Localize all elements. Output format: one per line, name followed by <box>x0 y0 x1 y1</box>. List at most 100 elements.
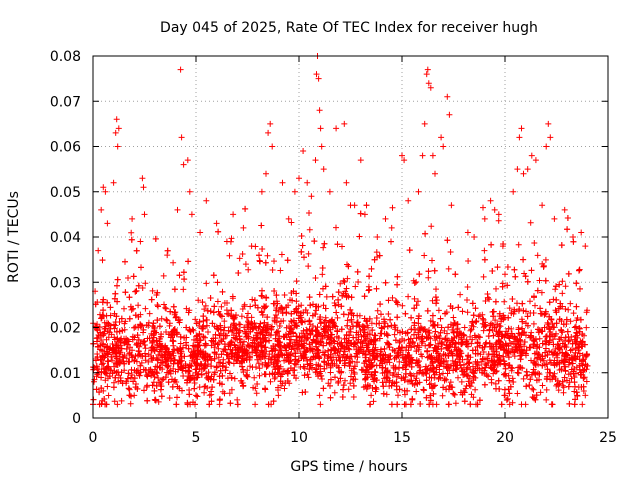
data-point <box>317 320 324 326</box>
data-point <box>208 388 215 395</box>
data-point <box>491 324 498 331</box>
data-point <box>580 368 586 374</box>
data-point <box>425 327 432 334</box>
data-point <box>312 275 319 281</box>
data-point <box>527 376 534 383</box>
data-point <box>350 394 357 400</box>
data-point <box>219 381 225 388</box>
data-point <box>329 360 336 367</box>
data-point <box>115 359 122 366</box>
data-point <box>514 369 521 376</box>
data-point-outlier <box>318 143 325 150</box>
data-point <box>293 278 300 285</box>
data-point <box>500 353 507 360</box>
data-point <box>377 352 384 359</box>
data-point <box>129 347 135 354</box>
data-point <box>286 328 293 335</box>
data-point <box>494 264 501 271</box>
data-point <box>150 320 157 327</box>
data-point <box>256 252 262 259</box>
data-point <box>354 319 361 326</box>
data-point <box>304 361 311 368</box>
data-point <box>574 315 581 321</box>
data-point <box>424 354 431 361</box>
data-point-outlier <box>399 152 405 159</box>
data-point <box>124 375 131 382</box>
data-point <box>212 369 218 376</box>
data-point <box>544 351 551 358</box>
data-point <box>170 259 177 266</box>
data-point <box>368 265 375 272</box>
data-point <box>94 354 101 361</box>
data-point <box>224 300 230 306</box>
data-point <box>516 306 523 313</box>
data-point <box>183 305 190 312</box>
data-point <box>174 360 181 367</box>
data-point <box>476 397 483 404</box>
data-point <box>160 272 167 279</box>
data-point <box>351 363 358 370</box>
data-point-outlier <box>197 229 204 236</box>
data-point <box>260 324 267 331</box>
data-point <box>334 328 341 335</box>
data-point <box>233 312 239 319</box>
data-point <box>210 272 217 279</box>
data-point <box>253 344 260 351</box>
data-point <box>524 313 531 320</box>
data-point <box>99 257 106 264</box>
data-point <box>488 241 495 248</box>
data-point <box>519 325 526 332</box>
data-point <box>210 337 217 344</box>
data-point <box>310 337 317 344</box>
data-point <box>551 373 558 380</box>
data-point <box>114 401 121 408</box>
data-point <box>532 396 539 403</box>
data-point <box>517 356 524 363</box>
data-point <box>492 317 499 324</box>
data-point <box>143 383 150 390</box>
data-point <box>240 383 247 390</box>
data-point <box>447 303 454 310</box>
data-point <box>306 210 312 216</box>
data-point <box>226 252 233 259</box>
y-tick-label: 0 <box>72 411 81 427</box>
data-point <box>571 401 578 408</box>
data-point <box>254 329 260 336</box>
data-point-outlier <box>141 211 148 218</box>
data-point <box>200 313 207 320</box>
data-point <box>564 226 571 233</box>
data-point <box>224 310 231 317</box>
data-point <box>243 334 250 340</box>
data-point <box>242 261 249 268</box>
data-point <box>445 352 452 359</box>
data-point <box>425 274 432 281</box>
data-point <box>177 340 184 347</box>
data-point <box>155 303 161 310</box>
data-point <box>327 318 334 325</box>
data-point-outlier <box>312 157 319 164</box>
data-point <box>278 304 285 311</box>
data-point <box>454 362 461 369</box>
data-point <box>111 398 118 405</box>
data-point <box>306 326 313 333</box>
data-point <box>242 205 249 212</box>
data-point <box>302 307 309 313</box>
data-point <box>148 353 154 359</box>
data-point <box>537 389 544 396</box>
x-tick-label: 20 <box>496 430 514 446</box>
data-point <box>556 281 563 288</box>
data-point <box>570 310 577 317</box>
data-point <box>334 349 341 356</box>
data-point <box>387 316 394 323</box>
data-point <box>534 287 541 294</box>
data-point <box>115 378 122 385</box>
data-points <box>90 53 591 408</box>
data-point <box>433 300 440 307</box>
data-point <box>345 359 352 366</box>
data-point <box>438 345 445 352</box>
data-point <box>464 284 471 290</box>
data-point-outlier <box>429 152 436 159</box>
data-point <box>370 398 377 405</box>
data-point <box>261 303 267 310</box>
data-point <box>533 392 540 399</box>
